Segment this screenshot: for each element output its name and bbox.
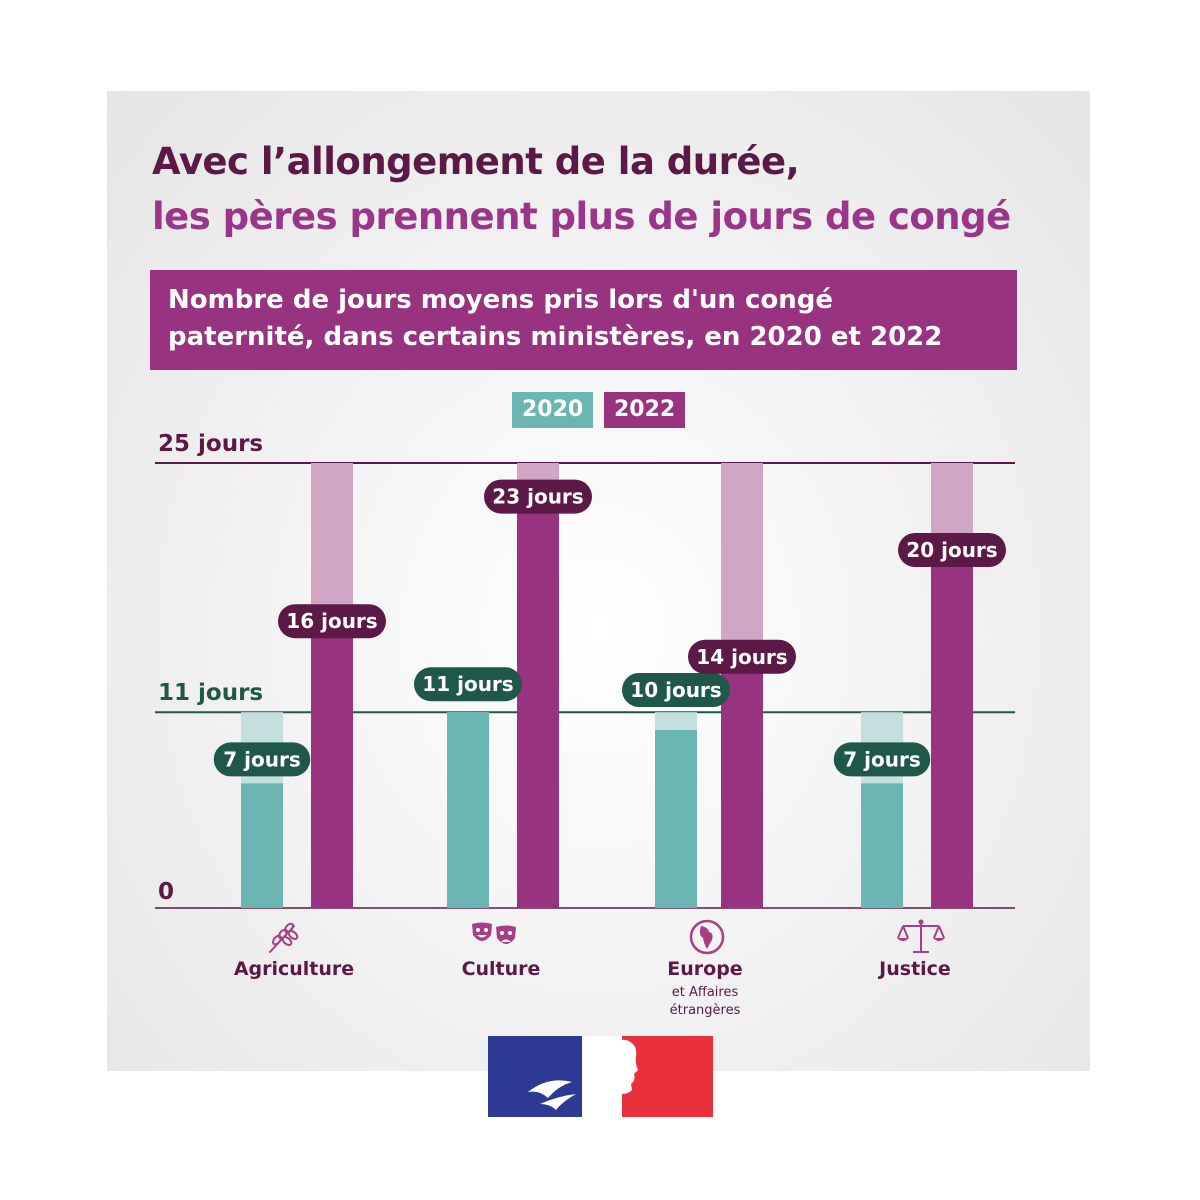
bar-2022-europe bbox=[721, 658, 763, 908]
bar-2020-culture bbox=[447, 712, 489, 908]
category-label-europe: Europe bbox=[667, 958, 743, 980]
title-line-2: les pères prennent plus de jours de cong… bbox=[152, 195, 1011, 238]
chart-subtitle-box: Nombre de jours moyens pris lors d'un co… bbox=[150, 270, 1017, 370]
value-label-2020-2: 10 jours bbox=[630, 678, 721, 702]
legend-2022: 2022 bbox=[604, 392, 686, 428]
legend-2020: 2020 bbox=[512, 392, 594, 428]
value-pill-2022-0 bbox=[278, 604, 386, 639]
title-line-1: Avec l’allongement de la durée, bbox=[152, 140, 800, 183]
category-label-agriculture: Agriculture bbox=[233, 958, 355, 980]
globe-icon bbox=[689, 919, 725, 955]
reference-label-0: 0 bbox=[158, 879, 174, 905]
reference-label-25: 25 jours bbox=[158, 431, 263, 457]
bar-2020-agriculture bbox=[241, 783, 283, 908]
value-pill-2020-3 bbox=[833, 742, 931, 777]
value-pill-2022-3 bbox=[898, 533, 1006, 567]
wheat-icon bbox=[269, 922, 299, 953]
reference-label-11: 11 jours bbox=[158, 680, 263, 706]
bar-2022-justice bbox=[931, 552, 973, 908]
bar-2020-justice bbox=[861, 783, 903, 908]
subtitle-line-1: Nombre de jours moyens pris lors d'un co… bbox=[168, 285, 834, 315]
bar-2022-culture bbox=[517, 498, 559, 908]
scales-icon bbox=[897, 919, 945, 953]
value-label-2022-1: 23 jours bbox=[492, 485, 583, 509]
value-label-2020-1: 11 jours bbox=[422, 672, 513, 696]
category-label-culture: Culture bbox=[461, 958, 541, 980]
value-label-2022-2: 14 jours bbox=[696, 645, 787, 669]
theater-masks-icon bbox=[472, 922, 516, 944]
value-pill-2020-0 bbox=[213, 742, 311, 777]
category-label-justice: Justice bbox=[879, 958, 951, 980]
subtitle-line-2: paternité, dans certains ministères, en … bbox=[168, 322, 943, 352]
value-label-2020-3: 7 jours bbox=[843, 747, 920, 771]
value-pill-2020-1 bbox=[414, 667, 522, 702]
bar-2020-europe bbox=[655, 730, 697, 908]
category-sublabel-affaires: et Affaires bbox=[671, 985, 739, 1000]
value-pill-2022-1 bbox=[484, 479, 592, 514]
value-label-2020-0: 7 jours bbox=[223, 747, 300, 771]
republique-francaise-marianne-logo bbox=[488, 1036, 713, 1117]
value-label-2022-0: 16 jours bbox=[286, 609, 377, 633]
value-pill-2020-2 bbox=[622, 673, 730, 707]
bar-2022-agriculture bbox=[311, 623, 353, 908]
category-sublabel-etrangeres: étrangères bbox=[669, 1003, 741, 1018]
value-pill-2022-2 bbox=[688, 639, 796, 674]
value-label-2022-3: 20 jours bbox=[906, 538, 997, 562]
